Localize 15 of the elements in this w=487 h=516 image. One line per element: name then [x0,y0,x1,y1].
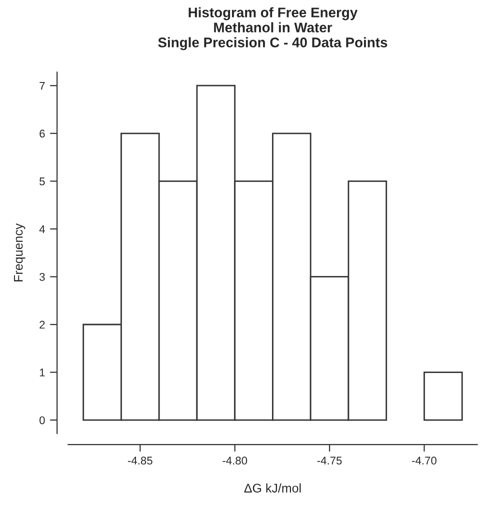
x-tick-label: -4.80 [222,456,248,465]
chart-title: Histogram of Free Energy Methanol in Water Single Precision C - 40 Data Points [158,7,388,50]
y-tick-label: 1 [40,368,45,376]
x-axis-title: ΔG kJ/mol [244,483,301,493]
x-tick-label: -4.75 [317,456,342,465]
y-tick-label: 5 [40,178,45,186]
y-tick-label: 6 [40,130,45,138]
y-tick-label: 7 [40,82,45,90]
y-tick-label: 2 [40,320,45,329]
x-tick-label: -4.70 [412,456,436,465]
x-tick-label: -4.85 [128,456,152,465]
y-tick-label: 0 [40,416,45,424]
y-tick-label: 3 [40,272,45,281]
y-tick-label: 4 [39,225,45,233]
y-axis-title: Frequency [14,223,26,282]
